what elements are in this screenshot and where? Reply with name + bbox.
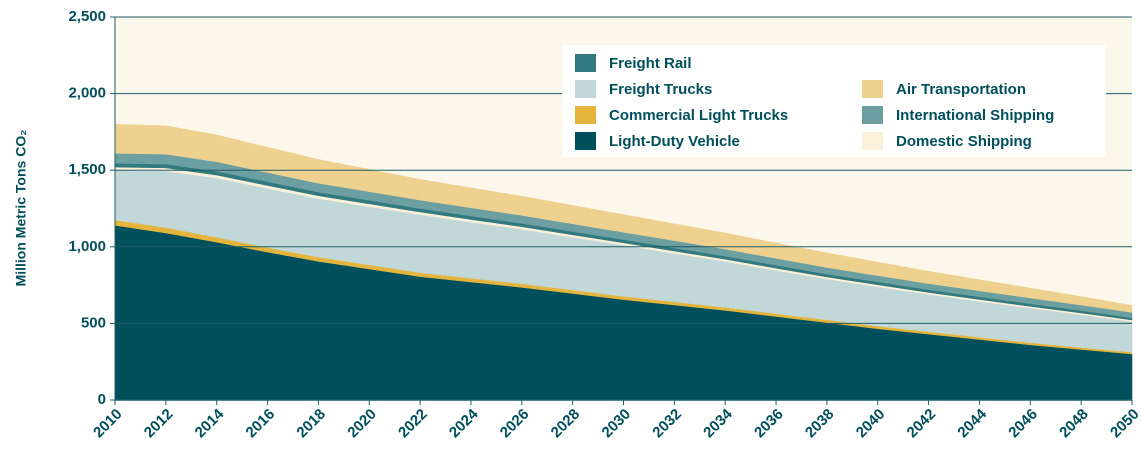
legend-label: Light-Duty Vehicle (609, 133, 740, 150)
x-tick-label: 2042 (904, 406, 940, 442)
legend-swatch (575, 80, 596, 98)
legend-label: Air Transportation (896, 81, 1026, 98)
y-axis-label: Million Metric Tons CO₂ (13, 130, 29, 287)
y-tick-label: 1,500 (68, 161, 106, 178)
areas (114, 123, 1133, 401)
x-tick-label: 2036 (751, 406, 787, 442)
legend-label: Freight Rail (609, 55, 692, 72)
x-tick-label: 2048 (1056, 406, 1092, 442)
legend-swatch (575, 54, 596, 72)
x-tick-label: 2010 (90, 406, 126, 442)
y-tick-label: 500 (81, 314, 106, 331)
legend-swatch (862, 132, 883, 150)
x-tick-label: 2040 (853, 406, 889, 442)
x-tick-label: 2024 (446, 405, 482, 441)
x-tick-label: 2030 (599, 406, 635, 442)
x-tick-label: 2050 (1107, 406, 1141, 442)
legend-label: Domestic Shipping (896, 133, 1032, 150)
x-tick-label: 2018 (293, 406, 329, 442)
legend-swatch (575, 132, 596, 150)
legend-label: Commercial Light Trucks (609, 107, 788, 124)
x-tick-label: 2016 (243, 406, 279, 442)
x-tick-label: 2044 (954, 405, 990, 441)
x-tick-label: 2034 (700, 405, 736, 441)
legend-box (562, 45, 1106, 157)
y-tick-label: 2,000 (68, 85, 106, 102)
y-tick-label: 1,000 (68, 238, 106, 255)
legend: Light-Duty Vehicle Commercial Light Truck… (575, 54, 1054, 150)
legend-swatch (862, 106, 883, 124)
legend-swatch (575, 106, 596, 124)
x-tick-label: 2028 (548, 406, 584, 442)
y-tick-label: 2,500 (68, 8, 106, 25)
legend-label: Freight Trucks (609, 81, 712, 98)
legend-label: International Shipping (896, 107, 1054, 124)
x-tick-label: 2032 (649, 406, 685, 442)
x-tick-label: 2012 (141, 406, 177, 442)
x-tick-label: 2020 (344, 406, 380, 442)
x-tick-label: 2038 (802, 406, 838, 442)
x-tick-label: 2014 (192, 405, 228, 441)
y-tick-label: 0 (98, 391, 106, 408)
area (114, 123, 1133, 313)
x-tick-label: 2022 (395, 406, 431, 442)
legend-swatch (862, 80, 883, 98)
x-tick-label: 2046 (1005, 406, 1041, 442)
x-tick-label: 2026 (497, 406, 533, 442)
